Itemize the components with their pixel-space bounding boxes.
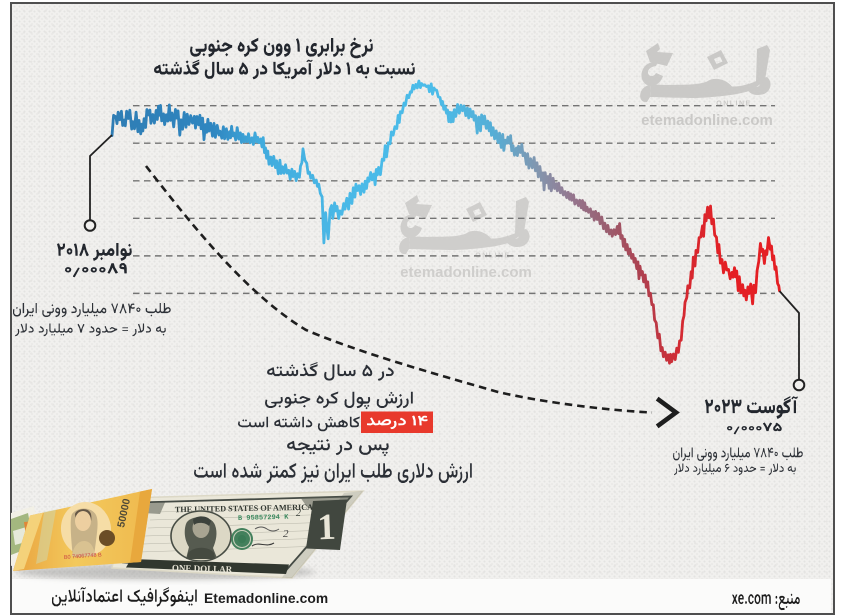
svg-text:2: 2 [283,528,289,540]
svg-text:50000: 50000 [115,497,133,528]
svg-text:2: 2 [296,508,301,519]
svg-text:1: 1 [317,507,337,549]
svg-text:B 95857294 K: B 95857294 K [238,514,289,523]
svg-text:THE UNITED STATES OF AMERICA: THE UNITED STATES OF AMERICA [175,503,313,514]
svg-text:Etemadonline.com: Etemadonline.com [204,591,328,606]
svg-text:B0 74067748 B: B0 74067748 B [64,552,103,561]
svg-text:ONE DOLLAR: ONE DOLLAR [172,563,233,575]
